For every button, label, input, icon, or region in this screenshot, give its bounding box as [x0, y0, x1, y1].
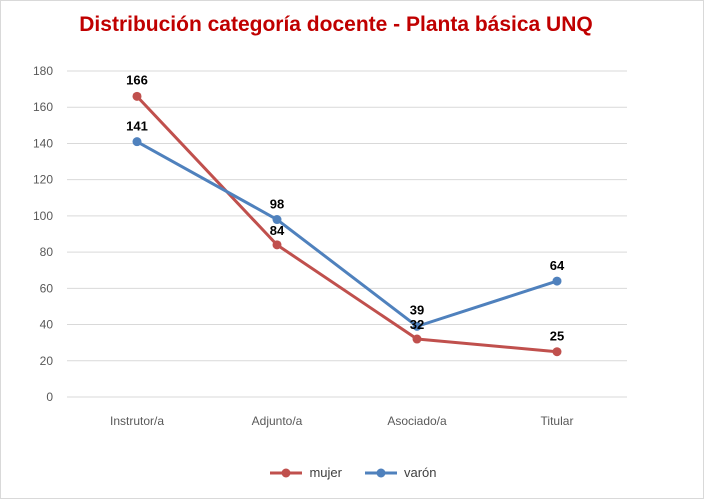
y-tick-label: 140 — [33, 136, 53, 150]
chart-title: Distribución categoría docente - Planta … — [79, 13, 593, 36]
y-tick-label: 80 — [40, 245, 54, 259]
y-tick-label: 60 — [40, 281, 54, 295]
legend-label: varón — [403, 465, 437, 480]
x-tick-label: Titular — [541, 414, 574, 428]
data-point — [132, 137, 142, 147]
data-label: 64 — [550, 258, 565, 273]
gridlines — [67, 70, 627, 398]
y-tick-label: 100 — [33, 209, 53, 223]
series-line-1 — [135, 95, 558, 354]
y-axis: 0 20 40 60 80 100 120 140 160 180 — [33, 64, 53, 404]
data-point — [272, 240, 282, 250]
legend-swatch-icon — [270, 468, 303, 477]
x-tick-label: Instrutor/a — [110, 414, 164, 428]
x-tick-label: Adjunto/a — [252, 414, 303, 428]
data-point — [552, 276, 562, 286]
y-tick-label: 0 — [46, 390, 53, 404]
y-tick-label: 40 — [40, 318, 54, 332]
data-point — [552, 347, 562, 357]
data-label: 98 — [270, 197, 284, 212]
x-tick-label: Asociado/a — [387, 414, 447, 428]
data-label: 25 — [550, 329, 564, 344]
data-labels: 166 84 32 25 141 98 39 64 — [126, 72, 565, 343]
legend-label: mujer — [309, 465, 342, 480]
y-tick-label: 120 — [33, 173, 53, 187]
data-label: 166 — [126, 72, 148, 87]
data-label: 141 — [126, 119, 148, 134]
legend: mujer varón — [1, 465, 704, 480]
series-points — [132, 91, 562, 357]
series-line-2 — [136, 140, 558, 328]
data-point — [132, 91, 142, 101]
legend-item: mujer — [269, 465, 342, 480]
y-tick-label: 160 — [33, 100, 53, 114]
data-point — [272, 215, 282, 225]
data-label: 32 — [410, 317, 424, 332]
data-label: 39 — [410, 302, 424, 317]
y-tick-label: 180 — [33, 64, 53, 78]
y-tick-label: 20 — [40, 354, 54, 368]
legend-swatch-icon — [364, 468, 397, 477]
data-label: 84 — [270, 223, 285, 238]
data-point — [412, 334, 422, 344]
data-point — [412, 321, 422, 331]
legend-item: varón — [364, 465, 437, 480]
x-axis: Instrutor/a Adjunto/a Asociado/a Titular — [110, 414, 573, 428]
series-lines — [135, 95, 558, 354]
